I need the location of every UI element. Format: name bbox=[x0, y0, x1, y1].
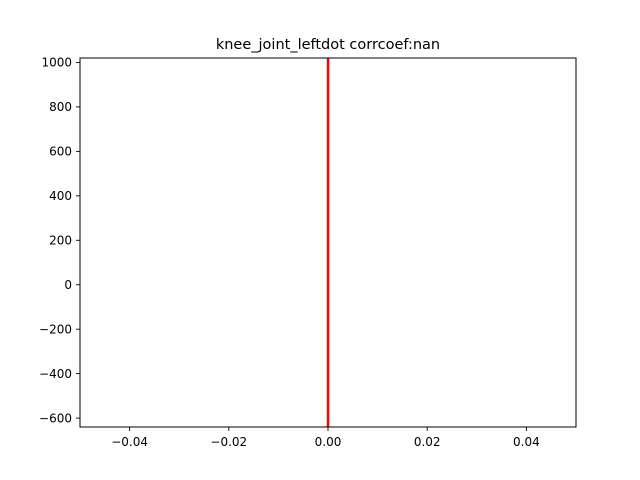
y-tick-label-4: 200 bbox=[49, 234, 72, 248]
x-tick-label-2: 0.00 bbox=[315, 435, 342, 449]
y-tick-label-1: −400 bbox=[39, 367, 72, 381]
y-tick-label-5: 400 bbox=[49, 189, 72, 203]
y-tick-label-2: −200 bbox=[39, 322, 72, 336]
y-tick-label-7: 800 bbox=[49, 100, 72, 114]
x-tick-label-1: −0.02 bbox=[210, 435, 247, 449]
x-axis: −0.04 −0.02 0.00 0.02 0.04 bbox=[111, 427, 540, 449]
x-tick-label-4: 0.04 bbox=[513, 435, 540, 449]
x-tick-label-0: −0.04 bbox=[111, 435, 148, 449]
x-tick-label-3: 0.02 bbox=[414, 435, 441, 449]
y-tick-label-8: 1000 bbox=[41, 56, 72, 70]
y-tick-label-3: 0 bbox=[64, 278, 72, 292]
chart-title: knee_joint_leftdot corrcoef:nan bbox=[216, 37, 440, 53]
y-tick-label-0: −600 bbox=[39, 411, 72, 425]
y-axis: −600 −400 −200 0 200 400 600 800 1000 bbox=[39, 56, 80, 425]
y-tick-label-6: 600 bbox=[49, 145, 72, 159]
